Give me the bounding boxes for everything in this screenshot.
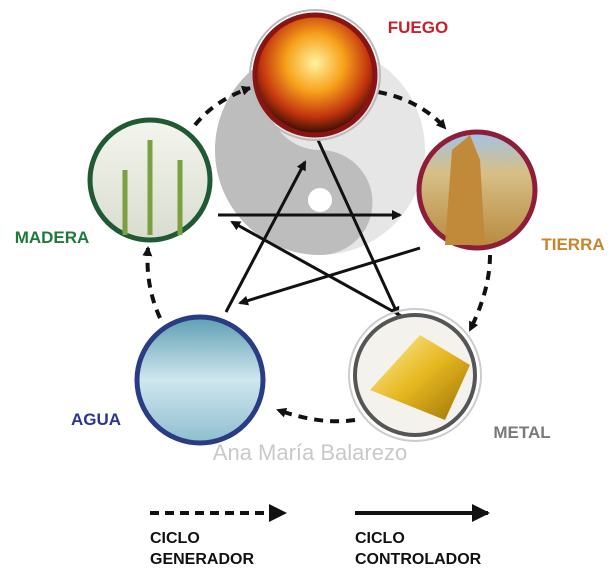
- node-label: METAL: [493, 423, 550, 442]
- legend-text: GENERADOR: [150, 551, 254, 568]
- node-madera: [90, 120, 210, 240]
- node-agua: [137, 317, 263, 443]
- legend-text: CICLO: [355, 530, 405, 547]
- legend-text: CONTROLADOR: [355, 551, 482, 568]
- diagram: FUEGO TIERRA METAL AGUA MADERA Ana María…: [0, 0, 611, 570]
- legend-text: CICLO: [150, 530, 200, 547]
- node-label: AGUA: [71, 410, 121, 429]
- watermark: Ana María Balarezo: [213, 440, 407, 465]
- node-fuego: [250, 10, 380, 140]
- node-tierra: [419, 132, 535, 248]
- node-label: MADERA: [15, 228, 90, 247]
- node-metal: [349, 309, 481, 441]
- node-label: TIERRA: [541, 235, 604, 254]
- node-label: FUEGO: [388, 18, 448, 37]
